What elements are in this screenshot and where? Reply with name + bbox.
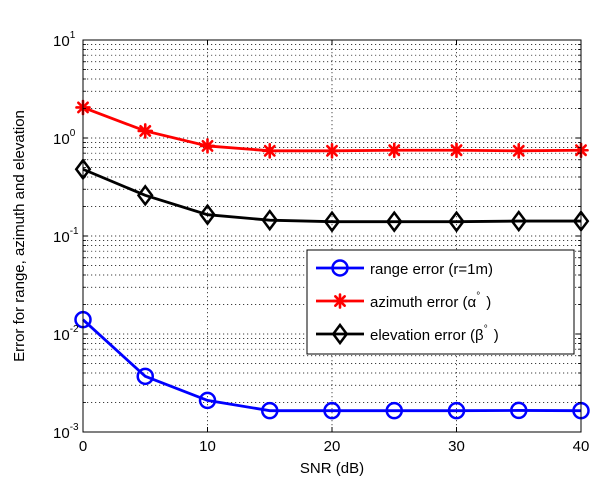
series-line (82, 318, 582, 413)
data-point (447, 401, 466, 420)
data-point (448, 210, 465, 233)
y-axis-title: Error for range, azimuth and elevation (11, 110, 28, 362)
x-tick-label: 10 (199, 438, 216, 455)
data-point (385, 401, 403, 420)
data-point (386, 142, 403, 159)
y-tick-label: 100 (53, 128, 76, 148)
data-point (136, 367, 154, 386)
legend-marker (331, 322, 349, 346)
data-point (136, 184, 154, 207)
legend-label: azimuth error (α°) (370, 291, 491, 311)
data-point (510, 209, 528, 233)
x-tick-label: 40 (573, 438, 590, 455)
legend-entry: range error (r=1m) (316, 259, 493, 278)
x-axis-title: SNR (dB) (300, 460, 364, 477)
data-point (448, 142, 465, 159)
data-point (323, 401, 341, 420)
data-point (199, 203, 216, 226)
series-line (82, 167, 581, 224)
data-point (510, 143, 527, 159)
legend-marker (332, 293, 348, 309)
series-1 (74, 310, 590, 420)
grid (83, 40, 581, 432)
x-tick-label: 30 (448, 438, 465, 455)
data-point (323, 210, 341, 233)
legend-label: range error (r=1m) (370, 261, 493, 278)
legend-label: elevation error (β°) (370, 324, 499, 344)
y-tick-label: 10-3 (53, 422, 79, 442)
y-tick-label: 10-1 (53, 226, 79, 246)
data-point (324, 143, 340, 159)
x-tick-label: 20 (324, 438, 341, 455)
data-point (385, 210, 403, 233)
data-point (198, 391, 217, 410)
data-point (510, 401, 528, 420)
data-point (261, 143, 278, 159)
data-point (137, 123, 154, 139)
series-layer (74, 99, 590, 420)
data-point (261, 401, 279, 420)
legend-marker (331, 259, 349, 277)
y-tick-label: 101 (53, 30, 76, 50)
y-tick-label: 10-2 (53, 324, 79, 344)
data-point (199, 138, 216, 154)
axes: 0 10 20 30 40 101 100 10-1 10-2 10-3 (53, 30, 589, 455)
legend: range error (r=1m) azimuth error (α°) elev… (306, 249, 575, 355)
legend-entry: elevation error (β°) (316, 322, 499, 346)
x-tick-label: 0 (79, 438, 87, 455)
legend-entry: azimuth error (α°) (316, 291, 491, 311)
data-point (261, 209, 279, 232)
